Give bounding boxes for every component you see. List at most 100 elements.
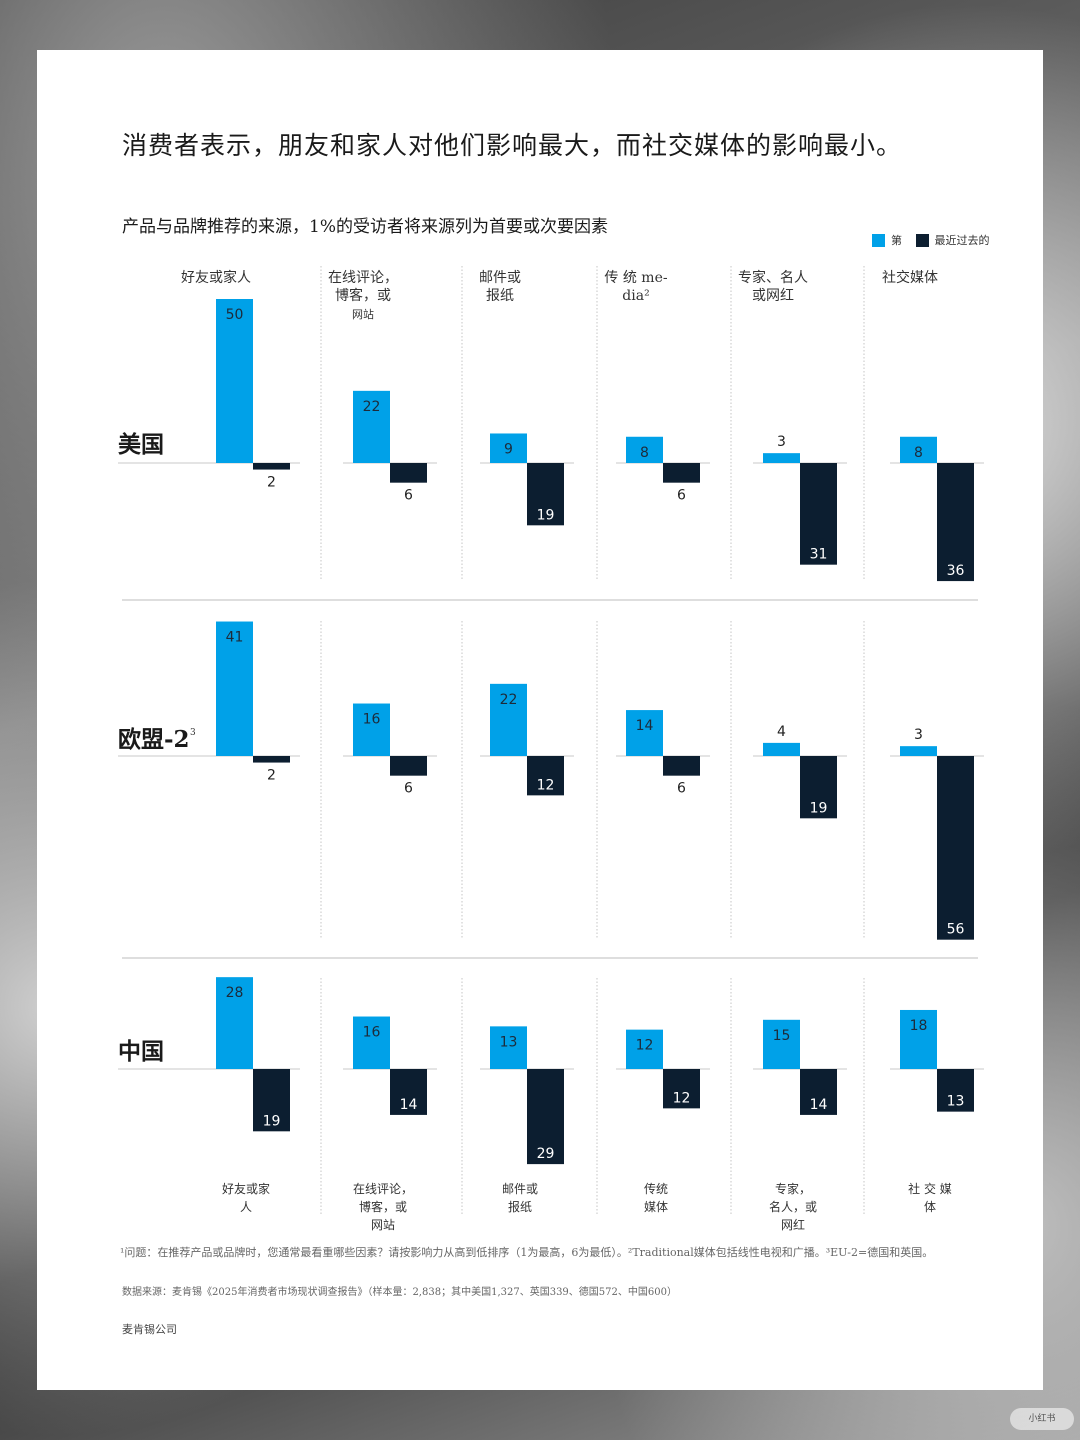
chart-title: 产品与品牌推荐的来源，1%的受访者将来源列为首要或次要因素 — [122, 217, 608, 237]
bar-primary-1-3 — [626, 710, 663, 756]
bar-secondary-2-4 — [800, 1069, 837, 1115]
category-label-bottom-1-0: 在线评论， — [353, 1182, 413, 1196]
bar-secondary-0-5 — [937, 463, 974, 582]
data-label-primary-0-4: 3 — [777, 434, 786, 450]
data-label-secondary-1-5: 56 — [947, 922, 965, 938]
category-label-top-5-0: 社交媒体 — [882, 269, 938, 286]
bar-secondary-0-4 — [800, 463, 837, 565]
data-label-secondary-0-1: 6 — [404, 488, 413, 504]
data-label-secondary-0-4: 31 — [810, 547, 828, 563]
data-label-secondary-2-1: 14 — [400, 1097, 418, 1113]
region-label-0: 美国 — [118, 431, 164, 458]
category-label-bottom-0-1: 人 — [240, 1200, 252, 1214]
bar-primary-0-0 — [216, 299, 253, 463]
data-label-primary-1-2: 22 — [500, 692, 518, 708]
bar-primary-0-4 — [763, 453, 800, 463]
category-label-top-3-0: 传 统 me- — [604, 270, 667, 286]
category-label-top-0-0: 好友或家人 — [181, 269, 251, 286]
category-label-bottom-4-1: 名人，或 — [769, 1199, 817, 1214]
category-label-bottom-3-1: 媒体 — [644, 1200, 668, 1214]
data-label-secondary-2-3: 12 — [673, 1090, 691, 1106]
bar-primary-2-2 — [490, 1026, 527, 1069]
data-label-primary-1-5: 3 — [914, 727, 923, 743]
data-label-secondary-0-3: 6 — [677, 488, 686, 504]
data-label-secondary-1-0: 2 — [267, 768, 276, 784]
data-label-primary-1-4: 4 — [777, 724, 786, 740]
bar-secondary-2-2 — [527, 1069, 564, 1165]
bar-primary-2-5 — [900, 1009, 937, 1069]
region-label-1: 欧盟-2 — [118, 726, 190, 753]
data-label-secondary-0-2: 19 — [537, 507, 555, 523]
legend-label-first: 第 — [891, 234, 902, 247]
data-label-secondary-2-5: 13 — [947, 1094, 965, 1110]
data-label-secondary-1-2: 12 — [537, 777, 555, 793]
footnote-question: ¹问题：在推荐产品或品牌时，您通常最看重哪些因素？请按影响力从高到低排序（1为最… — [120, 1246, 934, 1259]
legend-swatch-second — [915, 233, 929, 247]
category-label-top-1-1: 博客，或 — [335, 287, 391, 304]
headline: 消费者表示，朋友和家人对他们影响最大，而社交媒体的影响最小。 — [122, 131, 903, 160]
data-label-primary-1-1: 16 — [363, 712, 381, 728]
bar-secondary-0-0 — [253, 463, 290, 470]
content-card — [37, 50, 1043, 1390]
data-label-primary-0-2: 9 — [504, 441, 513, 457]
category-label-top-1-0: 在线评论， — [328, 270, 398, 286]
data-label-primary-1-0: 41 — [226, 630, 244, 646]
bar-primary-2-1 — [353, 1016, 390, 1069]
category-label-bottom-2-0: 邮件或 — [502, 1182, 538, 1196]
category-label-bottom-0-0: 好友或家 — [222, 1181, 270, 1196]
category-label-bottom-3-0: 传统 — [644, 1181, 668, 1196]
bar-primary-0-1 — [353, 390, 390, 463]
footnote-source: 数据来源：麦肯锡《2025年消费者市场现状调查报告》（样本量：2,838；其中美… — [122, 1287, 677, 1298]
bar-secondary-2-3 — [663, 1069, 700, 1109]
data-label-primary-2-4: 15 — [773, 1028, 791, 1044]
watermark: 小红书 — [1010, 1408, 1074, 1430]
bar-primary-1-4 — [763, 742, 800, 756]
category-label-top-3-1: dia² — [622, 288, 649, 304]
bar-primary-1-0 — [216, 621, 253, 756]
bar-secondary-2-0 — [253, 1069, 290, 1132]
category-label-bottom-1-2: 网站 — [371, 1218, 395, 1232]
category-label-bottom-4-2: 网红 — [781, 1217, 805, 1232]
data-label-secondary-0-0: 2 — [267, 475, 276, 491]
bar-secondary-1-3 — [663, 756, 700, 776]
data-label-secondary-1-1: 6 — [404, 781, 413, 797]
bar-primary-0-2 — [490, 433, 527, 463]
bar-secondary-0-3 — [663, 463, 700, 483]
bar-primary-0-5 — [900, 436, 937, 463]
bar-secondary-1-0 — [253, 756, 290, 763]
bar-secondary-1-2 — [527, 756, 564, 796]
region-label-sup-1: 3 — [190, 728, 196, 738]
data-label-secondary-2-4: 14 — [810, 1097, 828, 1113]
data-label-secondary-0-5: 36 — [947, 563, 965, 579]
bar-primary-1-2 — [490, 683, 527, 756]
bar-primary-1-1 — [353, 703, 390, 756]
data-label-primary-0-0: 50 — [226, 307, 244, 323]
data-label-secondary-1-3: 6 — [677, 781, 686, 797]
data-label-primary-2-3: 12 — [636, 1038, 654, 1054]
data-label-primary-0-1: 22 — [363, 399, 381, 415]
legend: 第 最近过去的 — [872, 232, 1000, 248]
data-label-secondary-1-4: 19 — [810, 800, 828, 816]
data-label-primary-0-3: 8 — [640, 445, 649, 461]
data-label-secondary-2-2: 29 — [537, 1146, 555, 1162]
data-label-primary-2-5: 18 — [910, 1018, 928, 1034]
category-label-bottom-5-0: 社 交 媒 — [908, 1181, 952, 1196]
legend-item-second: 最近过去的 — [915, 232, 1000, 248]
bar-primary-2-4 — [763, 1019, 800, 1069]
region-label-2: 中国 — [118, 1038, 164, 1065]
category-label-bottom-5-1: 体 — [924, 1200, 936, 1214]
data-label-primary-0-5: 8 — [914, 445, 923, 461]
category-label-top-2-0: 邮件或 — [479, 270, 521, 286]
category-label-top-2-1: 报纸 — [486, 288, 514, 304]
legend-label-second: 最近过去的 — [934, 234, 990, 247]
brand-name: 麦肯锡公司 — [122, 1323, 177, 1336]
bar-primary-1-5 — [900, 746, 937, 756]
data-label-primary-1-3: 14 — [636, 718, 654, 734]
data-label-secondary-2-0: 19 — [263, 1113, 281, 1129]
bar-secondary-2-1 — [390, 1069, 427, 1115]
bar-primary-2-0 — [216, 977, 253, 1069]
bar-secondary-2-5 — [937, 1069, 974, 1112]
bar-secondary-1-1 — [390, 756, 427, 776]
data-label-primary-2-1: 16 — [363, 1025, 381, 1041]
